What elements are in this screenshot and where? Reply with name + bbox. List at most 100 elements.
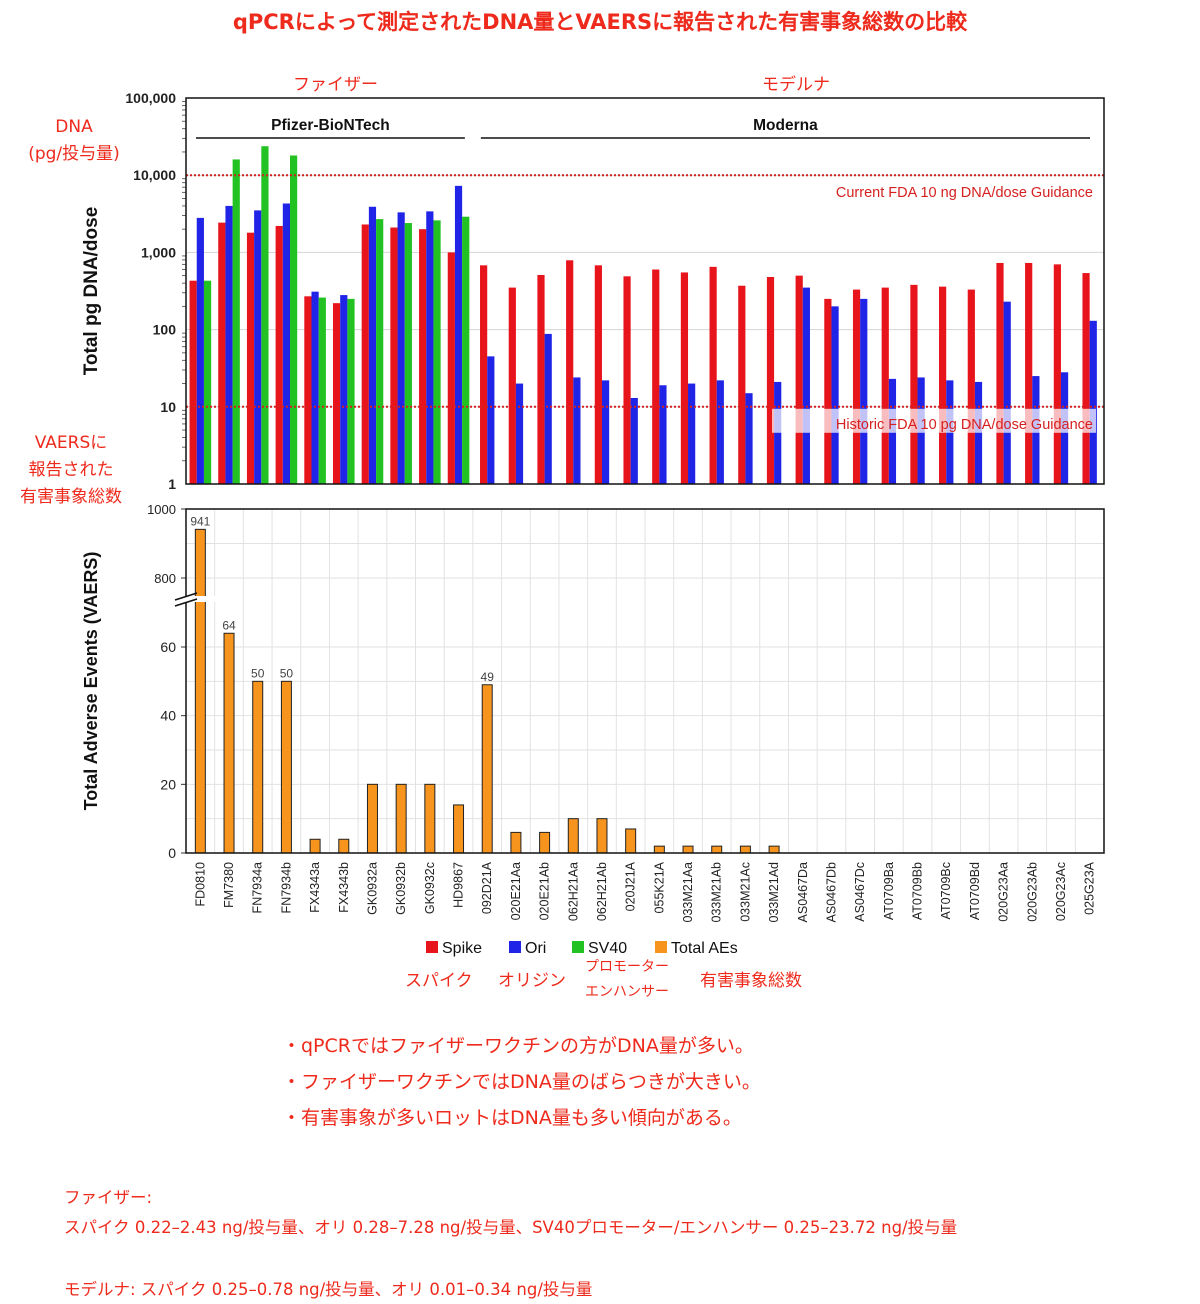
dna-bar-ori — [1003, 301, 1011, 484]
x-category-label: 025G23A — [1083, 861, 1097, 914]
x-category-label: FD0810 — [193, 862, 207, 907]
dna-bar-sv40 — [232, 159, 240, 484]
dna-bar-ori — [659, 385, 667, 484]
ae-bar — [252, 680, 264, 854]
dna-bar-spike — [447, 252, 455, 484]
dna-bar-spike — [537, 274, 545, 484]
dna-bar-ori — [688, 383, 696, 484]
x-category-label: 033M21Ad — [767, 862, 781, 923]
x-category-label: GK0932c — [423, 862, 437, 914]
ae-bar — [682, 845, 694, 854]
dna-bar-spike — [910, 284, 918, 484]
ae-bar — [625, 828, 637, 854]
ae-bar — [338, 838, 350, 854]
dna-bar-spike — [766, 277, 775, 484]
legend-swatch-total — [655, 941, 667, 953]
dna-bar-spike — [881, 287, 889, 484]
dna-bar-ori — [802, 287, 810, 484]
dna-bar-spike — [795, 275, 803, 484]
x-category-label: 062H21Ab — [595, 862, 609, 921]
x-category-label: 055K21A — [652, 861, 666, 913]
vaers-axis-jp-line2: 報告された — [28, 460, 114, 480]
vaers-plot-frame — [185, 508, 1105, 854]
vaers-axis-jp-label: VAERSに 報告された 有害事象総数 — [0, 430, 142, 511]
dna-bar-sv40 — [433, 220, 441, 484]
legend-swatch-sv40 — [572, 941, 584, 953]
moderna-jp-label: モデルナ — [762, 75, 830, 95]
dna-bar-ori — [397, 212, 405, 484]
dna-bar-sv40 — [261, 146, 269, 484]
dna-bar-spike — [738, 285, 746, 484]
dna-bar-sv40 — [318, 297, 326, 484]
dna-bar-ori — [974, 381, 983, 484]
dna-bar-ori — [573, 377, 581, 484]
x-category-label: FN7934b — [279, 862, 293, 913]
ae-bar — [539, 831, 551, 854]
x-category-label: 092D21A — [480, 861, 494, 914]
dna-bar-ori — [774, 381, 782, 484]
x-category-label: AT0709Bb — [911, 862, 925, 920]
ae-bar — [596, 818, 608, 854]
dna-bar-ori — [282, 203, 291, 485]
dna-y-tick-label: 1 — [168, 476, 176, 492]
dna-bar-ori — [487, 356, 495, 484]
ae-value-label: 50 — [280, 666, 294, 680]
dna-bar-spike — [594, 265, 602, 484]
legend-jp-ori: オリジン — [498, 971, 566, 991]
x-category-label: AT0709Bd — [968, 862, 982, 920]
x-category-label: AT0709Bc — [939, 862, 953, 919]
dna-bar-ori — [745, 393, 753, 484]
ae-bar — [280, 680, 292, 854]
dna-bar-spike — [566, 260, 574, 484]
dna-bar-ori — [340, 295, 348, 484]
dna-y-tick-label: 100 — [153, 322, 177, 338]
dna-bar-spike — [332, 303, 341, 484]
dna-axis-jp-line1: DNA — [55, 117, 93, 137]
page-title: qPCRによって測定されたDNA量とVAERSに報告された有害事象総数の比較 — [232, 10, 968, 34]
ae-bar — [768, 845, 780, 854]
x-category-label: 020G23Aa — [997, 862, 1011, 922]
fda-guidance-label: Current FDA 10 ng DNA/dose Guidance — [836, 185, 1093, 201]
x-category-label: 020G23Ab — [1025, 862, 1039, 922]
axis-break-mark — [174, 592, 198, 601]
dna-bar-ori — [311, 291, 319, 484]
dna-bar-spike — [508, 287, 516, 484]
group-label: Moderna — [753, 117, 818, 134]
vaers-axis-jp-line3: 有害事象総数 — [20, 487, 122, 507]
dna-bar-spike — [824, 298, 832, 484]
x-category-label: FX4343b — [337, 862, 351, 913]
dna-bar-ori — [1089, 320, 1097, 484]
dna-bar-spike — [652, 269, 660, 484]
legend-label-sv40: SV40 — [588, 940, 627, 957]
dna-bar-ori — [426, 211, 434, 485]
dna-bar-ori — [831, 306, 839, 484]
x-category-label: 020E21Ab — [538, 862, 552, 920]
dna-bar-spike — [218, 222, 226, 484]
group-label: Pfizer-BioNTech — [271, 117, 390, 134]
dna-bar-sv40 — [462, 216, 470, 484]
vaers-y-tick-label: 60 — [160, 639, 176, 655]
legend-swatch-ori — [509, 941, 521, 953]
legend-jp-sv40-line1: プロモーター — [585, 959, 669, 975]
dna-axis-jp-line2: (pg/投与量) — [28, 144, 120, 164]
x-category-label: 020E21Aa — [509, 862, 523, 920]
dna-bar-ori — [254, 210, 262, 484]
dna-bar-spike — [709, 266, 717, 484]
x-category-label: AT0709Ba — [882, 862, 896, 920]
ae-value-label: 49 — [481, 670, 495, 684]
axis-break-mark — [174, 598, 198, 607]
dna-bar-ori — [716, 380, 724, 484]
dna-bar-spike — [480, 265, 488, 484]
dna-plot-frame — [185, 97, 1105, 485]
dna-y-axis-title: Total pg DNA/dose — [81, 207, 102, 376]
ae-bar — [510, 831, 522, 854]
dna-bar-ori — [544, 333, 552, 484]
ae-bar — [481, 684, 493, 854]
dna-bar-spike — [246, 232, 255, 484]
legend-label-spike: Spike — [442, 940, 482, 957]
dna-bar-spike — [189, 280, 197, 484]
dna-bar-spike — [419, 229, 427, 484]
x-category-label: 062H21Aa — [566, 862, 580, 921]
dna-bar-ori — [860, 298, 868, 484]
